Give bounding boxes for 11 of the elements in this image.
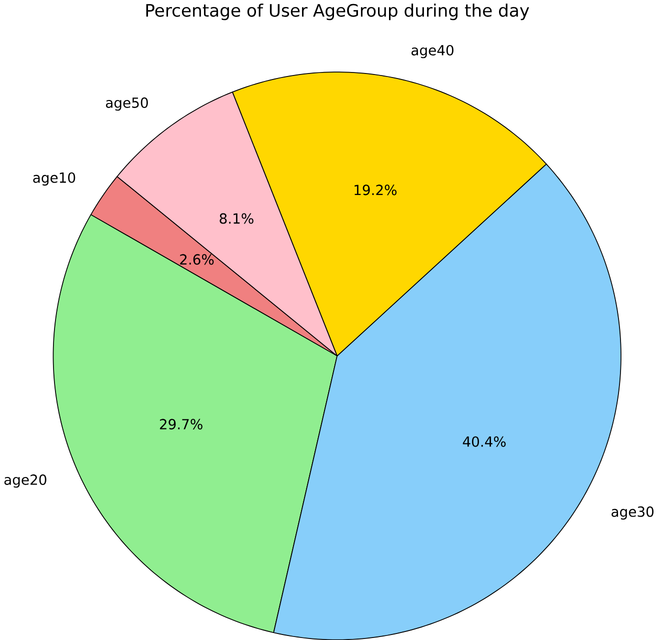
data-label: 19.2% bbox=[354, 184, 397, 196]
data-label: 2.6% bbox=[180, 254, 214, 265]
slice-label: age30 bbox=[612, 506, 654, 520]
slice-label: age20 bbox=[4, 474, 46, 488]
slice-label: age10 bbox=[33, 172, 76, 186]
data-label: 8.1% bbox=[220, 213, 254, 224]
slice-label: age50 bbox=[106, 97, 148, 111]
chart-title: Percentage of User AgeGroup during the day bbox=[146, 3, 530, 20]
data-label: 40.4% bbox=[462, 436, 506, 447]
slice-label: age40 bbox=[412, 44, 454, 58]
data-label: 29.7% bbox=[160, 418, 202, 430]
